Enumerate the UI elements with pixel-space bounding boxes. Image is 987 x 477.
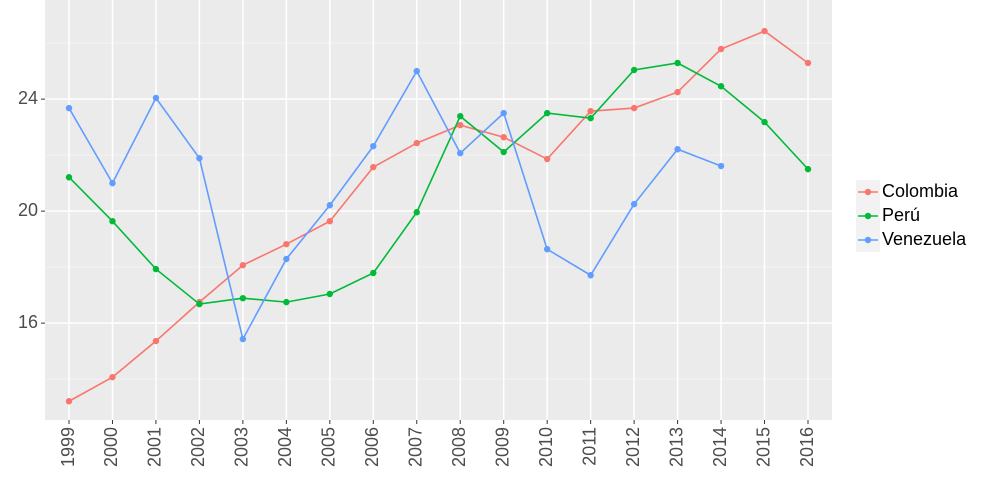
point <box>674 146 681 153</box>
point <box>152 94 160 102</box>
point <box>370 269 377 277</box>
point <box>109 179 116 187</box>
point <box>413 139 420 147</box>
point <box>587 114 594 122</box>
x-tick-label: 2007 <box>406 427 426 467</box>
point <box>283 298 290 306</box>
point <box>152 265 160 273</box>
x-tick-label: 2006 <box>362 427 382 467</box>
point <box>109 218 116 225</box>
point <box>630 66 638 74</box>
legend-label: Perú <box>882 205 920 225</box>
legend-label: Venezuela <box>882 229 967 249</box>
x-tick-label: 2003 <box>232 427 252 467</box>
x-tick-label: 2001 <box>145 427 165 467</box>
point <box>239 261 247 269</box>
point <box>239 295 247 302</box>
point <box>761 118 768 126</box>
legend-point <box>864 188 872 196</box>
point <box>283 255 290 263</box>
series-line <box>68 30 809 402</box>
x-tick-label: 2010 <box>536 427 556 467</box>
point <box>804 59 812 67</box>
point <box>413 67 420 75</box>
series-line <box>68 62 809 305</box>
point <box>196 300 203 308</box>
plot-panel <box>45 0 832 420</box>
y-tick-label: 20 <box>18 200 38 220</box>
x-tick-label: 2016 <box>797 427 817 467</box>
point <box>457 121 464 129</box>
y-tick-label: 24 <box>18 88 38 108</box>
x-tick-label: 2011 <box>579 427 599 466</box>
point <box>500 109 507 117</box>
point <box>370 142 377 150</box>
point <box>152 337 160 345</box>
point <box>500 134 507 141</box>
point <box>326 290 334 298</box>
x-tick-label: 2008 <box>449 427 469 467</box>
point <box>674 59 681 67</box>
x-tick-label: 2005 <box>319 427 339 467</box>
point <box>717 162 725 170</box>
point <box>717 45 725 53</box>
legend-point <box>864 212 872 220</box>
point <box>630 200 638 208</box>
point <box>543 155 551 163</box>
x-tick-label: 1999 <box>58 427 78 467</box>
series-line <box>68 69 722 342</box>
point <box>326 202 334 209</box>
point <box>500 148 507 156</box>
point <box>283 240 290 248</box>
point <box>65 104 73 112</box>
point <box>65 398 73 405</box>
x-tick-label: 2000 <box>101 427 121 467</box>
x-tick-label: 2013 <box>666 427 686 467</box>
point <box>543 109 551 117</box>
x-tick-label: 2009 <box>492 427 512 467</box>
legend-label: Colombia <box>882 181 959 201</box>
point <box>109 373 116 381</box>
point <box>761 27 768 35</box>
x-tick-label: 2015 <box>753 427 773 467</box>
point <box>239 335 247 343</box>
point <box>457 149 464 157</box>
point <box>457 113 464 120</box>
x-tick-label: 2012 <box>623 427 643 467</box>
point <box>587 272 594 279</box>
point <box>413 209 420 216</box>
point <box>543 246 551 253</box>
x-tick-label: 2014 <box>710 427 730 467</box>
point <box>370 163 377 171</box>
point <box>804 165 812 173</box>
point <box>326 218 334 225</box>
x-tick-label: 2004 <box>275 427 295 467</box>
point <box>196 155 203 162</box>
x-tick-label: 2002 <box>188 427 208 467</box>
y-tick-label: 16 <box>18 312 38 332</box>
point <box>717 83 725 90</box>
legend-point <box>864 236 872 244</box>
point <box>65 174 73 181</box>
point <box>630 104 638 112</box>
point <box>674 88 681 96</box>
point <box>587 107 594 115</box>
